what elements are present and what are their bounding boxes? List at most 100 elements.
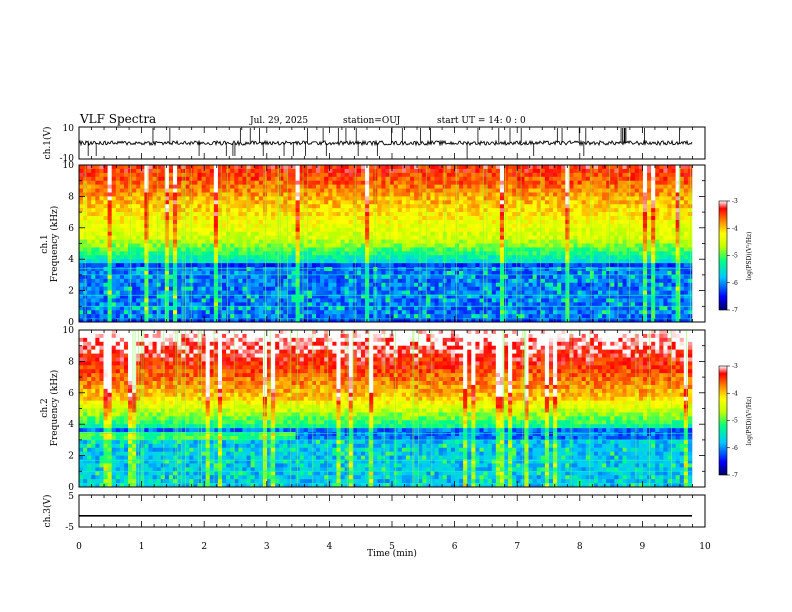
spectrogram-cell [479, 247, 484, 252]
spectrogram-cell [434, 247, 439, 252]
spectrogram-cell [532, 200, 538, 205]
spectrogram-cell [336, 263, 341, 268]
spectrogram-cell [172, 212, 178, 217]
spectrogram-cell [271, 223, 276, 229]
spectrogram-cell [307, 184, 313, 189]
spectrogram-cell [508, 310, 513, 315]
spectrogram-cell [328, 267, 333, 272]
spectrogram-cell [144, 223, 149, 229]
spectrogram-cell [446, 274, 452, 280]
spectrogram-cell [508, 223, 513, 229]
spectrogram-cell [91, 231, 96, 236]
spectrogram-cell [540, 286, 546, 291]
spectrogram-cell [467, 219, 472, 225]
spectrogram-cell [516, 243, 521, 248]
spectrogram-cell [307, 227, 313, 233]
spectrogram-cell [303, 314, 309, 319]
spectrogram-cell [393, 294, 399, 299]
spectrogram-cell [307, 204, 313, 209]
spectrogram-cell [295, 227, 300, 233]
spectrogram-cell [565, 278, 570, 284]
spectrogram-cell [238, 212, 243, 217]
spectrogram-cell [177, 188, 182, 193]
spectrogram-cell [283, 208, 288, 213]
spectrogram-cell [87, 204, 92, 209]
spectrogram-cell [299, 290, 305, 295]
spectrogram-cell [520, 286, 525, 291]
spectrogram-cell [393, 302, 399, 307]
spectrogram-cell [356, 216, 362, 221]
spectrogram-cell [177, 278, 182, 284]
spectrogram-cell [569, 184, 574, 189]
spectrogram-cell [401, 274, 407, 280]
spectrogram-cell [569, 176, 574, 181]
spectrogram-cell [123, 188, 129, 193]
spectrogram-cell [234, 263, 239, 268]
spectrogram-cell [340, 239, 345, 244]
spectrogram-cell [132, 310, 137, 315]
spectrogram-cell [177, 235, 182, 240]
spectrogram-cell [246, 270, 251, 276]
spectrogram-cell [275, 172, 280, 178]
spectrogram-cell [205, 251, 211, 256]
spectrogram-cell [123, 231, 129, 236]
spectrogram-cell [324, 298, 329, 303]
spectrogram-cell [156, 188, 162, 193]
spectrogram-cell [463, 216, 468, 221]
spectrogram-cell [177, 294, 182, 299]
spectrogram-cell [450, 216, 456, 221]
spectrogram-cell [410, 255, 415, 260]
spectrogram-cell [365, 310, 370, 315]
spectrogram-cell [438, 302, 444, 307]
spectrogram-cell [430, 251, 435, 256]
spectrogram-cell [254, 239, 260, 244]
spectrogram-cell [401, 239, 407, 244]
spectrogram-cell [446, 243, 452, 248]
spectrogram-cell [499, 270, 505, 276]
spectrogram-cell [222, 251, 227, 256]
spectrogram-cell [512, 243, 517, 248]
spectrogram-cell [107, 255, 112, 260]
spectrogram-cell [553, 267, 558, 272]
spectrogram-cell [495, 290, 501, 295]
spectrogram-cell [377, 227, 382, 233]
spectrogram-cell [463, 243, 468, 248]
spectrogram-cell [577, 239, 582, 244]
spectrogram-cell [365, 188, 370, 193]
spectrogram-cell [369, 247, 374, 252]
spectrogram-cell [156, 298, 162, 303]
spectrogram-cell [164, 231, 170, 236]
spectrogram-cell [115, 310, 121, 315]
spectrogram-cell [295, 294, 300, 299]
spectrogram-cell [172, 239, 178, 244]
spectrogram-cell [87, 165, 92, 170]
spectrogram-cell [512, 235, 517, 240]
spectrogram-cell [320, 204, 325, 209]
spectrogram-cell [91, 270, 96, 276]
spectrogram-cell [536, 243, 542, 248]
spectrogram-cell [266, 243, 272, 248]
spectrogram-cell [401, 298, 407, 303]
spectrogram-cell [504, 208, 509, 213]
spectrogram-cell [536, 212, 542, 217]
spectrogram-cell [177, 239, 182, 244]
spectrogram-cell [561, 219, 566, 225]
spectrogram-cell [217, 184, 223, 189]
spectrogram-cell [520, 259, 525, 264]
spectrogram-cell [491, 274, 497, 280]
spectrogram-cell [385, 302, 390, 307]
spectrogram-cell [454, 188, 460, 193]
spectrogram-cell [160, 172, 166, 178]
spectrogram-cell [177, 259, 182, 264]
spectrogram-cell [144, 302, 149, 307]
spectrogram-cell [320, 251, 325, 256]
spectrogram-cell [540, 298, 546, 303]
spectrogram-cell [450, 200, 456, 205]
spectrogram-cell [459, 180, 464, 185]
spectrogram-cell [487, 227, 493, 233]
spectrogram-cell [201, 298, 206, 303]
spectrogram-cell [548, 294, 554, 299]
spectrogram-cell [295, 247, 300, 252]
spectrogram-cell [168, 204, 174, 209]
spectrogram-cell [279, 310, 284, 315]
